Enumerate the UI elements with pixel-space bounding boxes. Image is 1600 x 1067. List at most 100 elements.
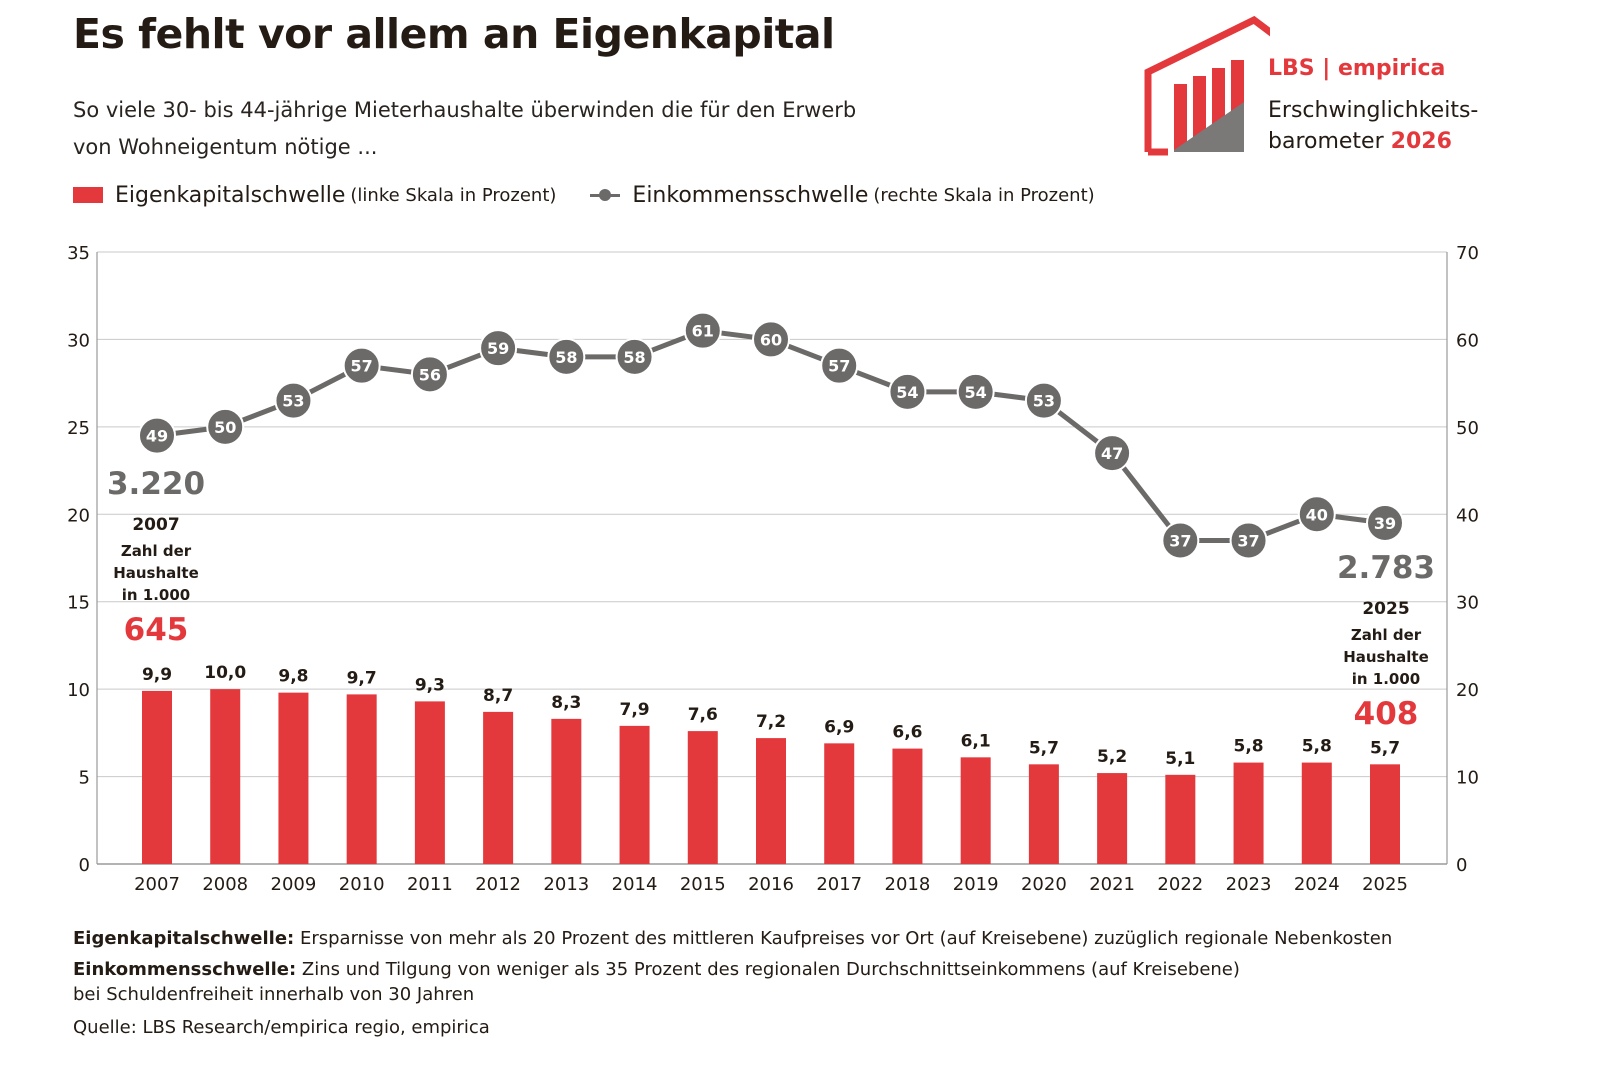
income-threshold-line bbox=[156, 328, 1386, 544]
end-annotation-total: 2.783 bbox=[1337, 550, 1435, 586]
x-tick-label: 2023 bbox=[1226, 874, 1272, 895]
line-value-label: 54 bbox=[965, 383, 987, 402]
line-value-label: 58 bbox=[555, 348, 577, 367]
definition-equity-term: Eigenkapitalschwelle: bbox=[73, 928, 295, 949]
line-value-label: 59 bbox=[487, 339, 509, 358]
line-point bbox=[888, 372, 927, 411]
bar-value-label: 5,1 bbox=[1165, 749, 1195, 769]
right-tick-label: 30 bbox=[1456, 593, 1479, 614]
line-point bbox=[1093, 434, 1132, 473]
bar bbox=[619, 725, 650, 864]
bar-value-label: 7,9 bbox=[619, 700, 649, 720]
left-tick-label: 0 bbox=[79, 855, 90, 876]
legend-bar-note: (linke Skala in Prozent) bbox=[350, 184, 557, 206]
line-point bbox=[274, 381, 313, 420]
start-annotation-value: 645 bbox=[124, 612, 189, 648]
bar-value-label: 5,8 bbox=[1233, 737, 1263, 757]
bar-value-label: 8,7 bbox=[483, 686, 513, 706]
annotations: 3.220 2007 Zahl der Haushalte in 1.000 645 2.7… bbox=[107, 466, 1435, 732]
line-point bbox=[752, 320, 790, 359]
legend-line-label: Einkommensschwelle bbox=[632, 182, 869, 208]
subtitle-line-1: So viele 30- bis 44-jährige Mieterhausha… bbox=[73, 98, 857, 122]
bar-value-label: 9,7 bbox=[347, 668, 377, 688]
chart-title: Es fehlt vor allem an Eigenkapital bbox=[73, 10, 835, 58]
line-value-label: 53 bbox=[282, 392, 304, 411]
bar bbox=[960, 757, 991, 864]
start-annotation-total: 3.220 bbox=[107, 466, 205, 502]
line-point bbox=[410, 355, 449, 394]
bar-value-label: 5,7 bbox=[1370, 738, 1400, 758]
bar bbox=[756, 738, 786, 864]
house-bars-logo-icon bbox=[1144, 15, 1289, 156]
lbs-empirica-logo: LBS | empirica Erschwinglichkeits- barom… bbox=[1140, 15, 1560, 161]
x-tick-label: 2018 bbox=[885, 874, 931, 895]
bar bbox=[1233, 762, 1264, 864]
line-point bbox=[683, 311, 722, 350]
start-annotation-label-3: in 1.000 bbox=[122, 586, 191, 604]
bar bbox=[551, 718, 582, 864]
x-tick-label: 2007 bbox=[134, 874, 180, 895]
bar-value-label: 8,3 bbox=[551, 693, 581, 713]
chart-legend: Eigenkapitalschwelle (linke Skala in Pro… bbox=[73, 180, 1115, 210]
definition-income-line-2: bei Schuldenfreiheit innerhalb von 30 Ja… bbox=[73, 984, 475, 1005]
end-annotation-label-3: in 1.000 bbox=[1352, 670, 1421, 688]
bar bbox=[1370, 764, 1400, 864]
x-tick-label: 2022 bbox=[1157, 874, 1203, 895]
bar bbox=[1165, 774, 1196, 864]
line-point bbox=[1161, 521, 1200, 560]
left-tick-label: 30 bbox=[67, 330, 90, 351]
line-point bbox=[1297, 495, 1336, 534]
left-tick-label: 25 bbox=[67, 418, 90, 439]
line-point bbox=[820, 346, 859, 385]
bar bbox=[414, 701, 445, 864]
line-value-label: 37 bbox=[1237, 532, 1259, 551]
bar-series: 9,9 10,0 9,8 9,7 9,3 8,7 8,3 7,9 7,6 7,2 6,9 6,6 6,1… bbox=[142, 663, 1400, 864]
line-value-label: 60 bbox=[760, 330, 782, 349]
definition-income-text: Zins und Tilgung von weniger als 35 Proz… bbox=[301, 959, 1240, 980]
x-tick-label: 2014 bbox=[612, 874, 658, 895]
x-tick-label: 2019 bbox=[953, 874, 999, 895]
footer-notes: Eigenkapitalschwelle: Ersparnisse von me… bbox=[73, 926, 1392, 1040]
x-tick-label: 2010 bbox=[339, 874, 385, 895]
logo-year: 2026 bbox=[1390, 129, 1452, 154]
x-tick-label: 2020 bbox=[1021, 874, 1067, 895]
line-point bbox=[138, 416, 176, 455]
line-value-label: 57 bbox=[828, 357, 850, 376]
bar-value-label: 6,6 bbox=[892, 723, 922, 743]
end-annotation-label-1: Zahl der bbox=[1351, 626, 1422, 644]
right-tick-label: 70 bbox=[1456, 243, 1479, 264]
line-value-label: 40 bbox=[1306, 505, 1328, 524]
x-tick-label: 2021 bbox=[1089, 874, 1135, 895]
x-tick-label: 2008 bbox=[202, 874, 248, 895]
x-tick-label: 2009 bbox=[271, 874, 317, 895]
end-annotation-label-2: Haushalte bbox=[1343, 648, 1429, 666]
x-tick-label: 2011 bbox=[407, 874, 453, 895]
bar-value-label: 5,8 bbox=[1302, 737, 1332, 757]
bar bbox=[824, 743, 855, 864]
bar bbox=[1301, 762, 1332, 864]
line-point bbox=[342, 346, 381, 385]
bar-value-label: 10,0 bbox=[204, 663, 246, 683]
bar bbox=[892, 748, 923, 864]
line-value-label: 54 bbox=[896, 383, 918, 402]
line-point bbox=[956, 372, 995, 411]
x-tick-label: 2017 bbox=[816, 874, 862, 895]
left-tick-label: 15 bbox=[67, 593, 90, 614]
bar-value-label: 7,6 bbox=[688, 705, 718, 725]
right-tick-label: 20 bbox=[1456, 680, 1479, 701]
logo-line-1: Erschwinglichkeits- bbox=[1268, 98, 1479, 123]
bar bbox=[210, 689, 241, 864]
bar bbox=[278, 692, 309, 864]
bar bbox=[1028, 764, 1059, 864]
line-value-label: 53 bbox=[1033, 392, 1055, 411]
line-value-label: 47 bbox=[1101, 444, 1123, 463]
legend-line-swatch bbox=[590, 188, 621, 202]
combo-chart: 9,9 10,0 9,8 9,7 9,3 8,7 8,3 7,9 7,6 7,2 6,9 6,6 6,1… bbox=[67, 243, 1479, 895]
definition-equity: Eigenkapitalschwelle: Ersparnisse von me… bbox=[73, 926, 1392, 951]
left-tick-label: 35 bbox=[67, 243, 90, 264]
bar-value-label: 5,7 bbox=[1029, 738, 1059, 758]
definition-income: Einkommensschwelle: Zins und Tilgung von… bbox=[73, 957, 1392, 982]
legend-bar-label: Eigenkapitalschwelle bbox=[115, 182, 346, 208]
x-tick-label: 2013 bbox=[543, 874, 589, 895]
chart-subtitle: So viele 30- bis 44-jährige Mieterhausha… bbox=[73, 92, 856, 166]
